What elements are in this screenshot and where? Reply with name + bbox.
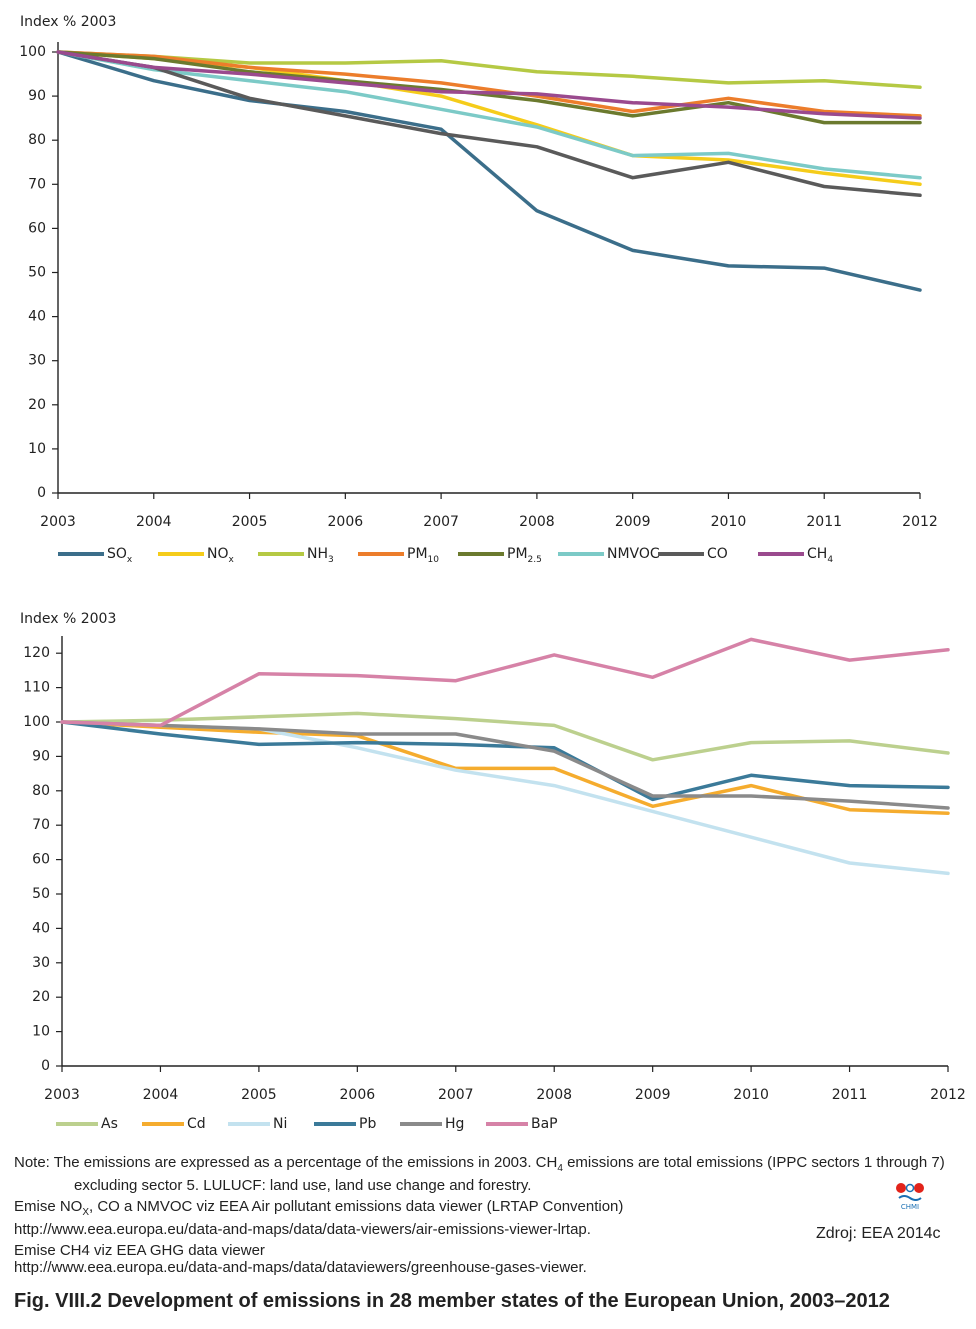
y-tick-label: 60 bbox=[28, 220, 46, 236]
legend-label: CO bbox=[707, 546, 728, 562]
y-tick-label: 10 bbox=[32, 1024, 50, 1040]
y-tick-label: 60 bbox=[32, 852, 50, 868]
y-tick-label: 50 bbox=[32, 886, 50, 902]
legend-label: Ni bbox=[273, 1116, 287, 1132]
y-tick-label: 30 bbox=[32, 955, 50, 971]
source-label: Zdroj: EEA 2014c bbox=[816, 1225, 941, 1242]
y-tick-label: 90 bbox=[28, 88, 46, 104]
y-tick-label: 40 bbox=[28, 309, 46, 325]
y-tick-label: 120 bbox=[23, 645, 50, 661]
y-tick-label: 70 bbox=[28, 176, 46, 192]
y-tick-label: 0 bbox=[37, 485, 46, 501]
emissions-chart-bottom: Index % 2003 0 10 20 30 40 50 60 70 80 90 100 110 120… bbox=[20, 611, 966, 1132]
legend-label: PM2.5 bbox=[507, 546, 542, 565]
y-tick-label: 20 bbox=[32, 989, 50, 1005]
x-tick-label: 2011 bbox=[832, 1087, 868, 1103]
y-tick-label: 10 bbox=[28, 441, 46, 457]
legend-label: Cd bbox=[187, 1116, 206, 1132]
y-axis-label: Index % 2003 bbox=[20, 611, 116, 627]
legend-label: Pb bbox=[359, 1116, 376, 1132]
legend-label: CH4 bbox=[807, 546, 833, 565]
series-line-nh3 bbox=[56, 50, 922, 90]
y-tick-label: 30 bbox=[28, 353, 46, 369]
note-text: Note: The emissions are expressed as a p… bbox=[14, 1154, 945, 1194]
series-line-bap bbox=[60, 637, 950, 728]
x-tick-label: 2006 bbox=[340, 1087, 376, 1103]
series-line-pm10 bbox=[56, 50, 922, 118]
x-tick-label: 2005 bbox=[232, 514, 268, 530]
x-tick-label: 2012 bbox=[930, 1087, 966, 1103]
y-tick-label: 100 bbox=[19, 44, 46, 60]
y-tick-label: 110 bbox=[23, 680, 50, 696]
chmi-logo-text: CHMI bbox=[901, 1203, 919, 1211]
y-tick-label: 70 bbox=[32, 817, 50, 833]
x-tick-label: 2006 bbox=[328, 514, 364, 530]
series-line-co bbox=[56, 50, 922, 198]
series-line-ch4 bbox=[56, 50, 922, 120]
y-tick-label: 20 bbox=[28, 397, 46, 413]
source-nox-url: http://www.eea.europa.eu/data-and-maps/d… bbox=[14, 1221, 591, 1238]
y-tick-label: 0 bbox=[41, 1058, 50, 1074]
legend-label: SOx bbox=[107, 546, 133, 565]
x-tick-label: 2004 bbox=[136, 514, 172, 530]
x-tick-label: 2003 bbox=[40, 514, 76, 530]
legend-label: As bbox=[101, 1116, 118, 1132]
y-tick-label: 80 bbox=[32, 783, 50, 799]
notes-block: Note: The emissions are expressed as a p… bbox=[14, 1154, 964, 1276]
y-tick-label: 100 bbox=[23, 714, 50, 730]
figure-caption: Fig. VIII.2 Development of emissions in … bbox=[14, 1290, 890, 1312]
emissions-chart-top: Index % 2003 0 10 20 30 40 50 60 70 80 90 100 2003 20… bbox=[19, 14, 938, 565]
x-tick-label: 2005 bbox=[241, 1087, 277, 1103]
legend-label: Hg bbox=[445, 1116, 464, 1132]
x-tick-label: 2004 bbox=[143, 1087, 179, 1103]
series-line-pm25 bbox=[56, 50, 922, 125]
y-tick-label: 40 bbox=[32, 920, 50, 936]
x-tick-label: 2007 bbox=[423, 514, 459, 530]
series-line-pb bbox=[60, 720, 950, 802]
source-ch4-line: Emise CH4 viz EEA GHG data viewer bbox=[14, 1242, 265, 1259]
legend-label: NOx bbox=[207, 546, 235, 565]
x-tick-label: 2009 bbox=[635, 1087, 671, 1103]
series-line-as bbox=[60, 711, 950, 762]
legend-label: NH3 bbox=[307, 546, 334, 565]
x-tick-label: 2008 bbox=[519, 514, 555, 530]
chmi-logo: CHMI bbox=[896, 1183, 924, 1211]
x-tick-label: 2009 bbox=[615, 514, 651, 530]
series-line-sox bbox=[56, 50, 922, 292]
x-tick-label: 2010 bbox=[711, 514, 747, 530]
source-ch4-url: http://www.eea.europa.eu/data-and-maps/d… bbox=[14, 1259, 587, 1276]
x-tick-label: 2011 bbox=[806, 514, 842, 530]
legend-label: PM10 bbox=[407, 546, 439, 565]
series-line-nmvoc bbox=[56, 50, 922, 180]
x-tick-label: 2012 bbox=[902, 514, 938, 530]
y-axis-label: Index % 2003 bbox=[20, 14, 116, 30]
y-tick-label: 50 bbox=[28, 265, 46, 281]
source-nox-line: Emise NOX, CO a NMVOC viz EEA Air pollut… bbox=[14, 1198, 624, 1218]
x-tick-label: 2007 bbox=[438, 1087, 474, 1103]
y-tick-label: 90 bbox=[32, 748, 50, 764]
x-tick-label: 2003 bbox=[44, 1087, 80, 1103]
y-tick-label: 80 bbox=[28, 132, 46, 148]
x-tick-label: 2008 bbox=[536, 1087, 572, 1103]
series-line-hg bbox=[60, 720, 950, 810]
x-tick-label: 2010 bbox=[733, 1087, 769, 1103]
legend-label: NMVOC bbox=[607, 546, 660, 562]
legend-label: BaP bbox=[531, 1116, 558, 1132]
